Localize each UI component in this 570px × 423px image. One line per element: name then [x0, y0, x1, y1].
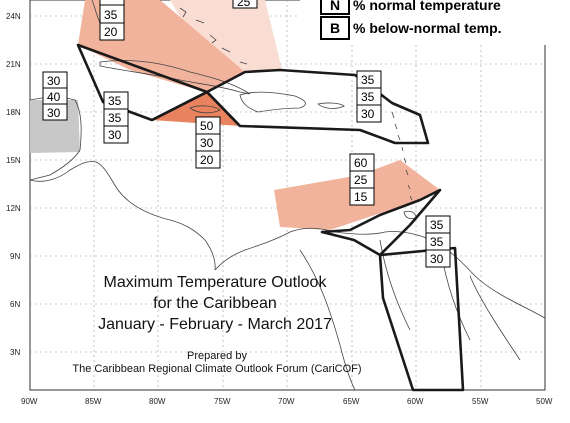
zone-box-bahamas: 35 20 — [99, 0, 125, 41]
south-america-outline — [214, 227, 546, 319]
zone-value: 35 — [361, 90, 375, 104]
zone-box-belize: 30 40 30 — [42, 71, 68, 121]
legend-text-below: % below-normal temp. — [353, 20, 502, 36]
legend-key-normal: N — [330, 0, 340, 13]
southern-caribbean-outline — [320, 188, 442, 257]
zone-value: 30 — [47, 74, 61, 88]
zone-value: 30 — [200, 136, 214, 150]
zone-value: 30 — [430, 252, 444, 266]
legend-key-box-normal — [320, 0, 350, 15]
jamaica-outline — [189, 105, 221, 114]
zone-box-antilles: 35 35 30 — [356, 70, 382, 123]
lat-label: 3N — [10, 348, 20, 357]
zone-value: 15 — [354, 190, 368, 204]
title-line-3: January - February - March 2017 — [98, 316, 332, 333]
zone-value: 30 — [108, 128, 122, 142]
map-title: Maximum Temperature Outlook for the Cari… — [72, 274, 361, 375]
lon-label: 80W — [149, 397, 166, 406]
lon-label: 50W — [536, 397, 553, 406]
zone-value: 25 — [237, 0, 251, 9]
zone-value: 35 — [108, 111, 122, 125]
zone-value: 20 — [104, 25, 118, 39]
lat-label: 15N — [6, 156, 21, 165]
zone-box-north: 25 — [232, 0, 258, 9]
lat-label: 12N — [6, 204, 21, 213]
lat-label: 6N — [10, 300, 20, 309]
inland-borders — [299, 239, 521, 391]
legend: N % normal temperature B % below-normal … — [300, 0, 550, 45]
zone-value: 60 — [354, 156, 368, 170]
zone-value: 25 — [354, 173, 368, 187]
zone-box-guianas: 35 35 30 — [425, 215, 451, 268]
zone-value: 35 — [108, 94, 122, 108]
lon-label: 85W — [85, 397, 102, 406]
zone-value: 35 — [430, 235, 444, 249]
lon-label: 65W — [343, 397, 360, 406]
longitude-labels: 90W 85W 80W 75W 70W 65W 60W 55W 50W — [21, 397, 553, 406]
zone-box-western: 35 35 30 — [103, 91, 129, 144]
lat-label: 9N — [10, 252, 20, 261]
lon-label: 60W — [407, 397, 424, 406]
zone-value: 40 — [47, 90, 61, 104]
zone-value: 50 — [200, 119, 214, 133]
antilles-outline — [205, 68, 430, 145]
zone-value: 35 — [430, 218, 444, 232]
zone-value: 35 — [361, 73, 375, 87]
forum-name-text: The Caribbean Regional Climate Outlook F… — [72, 363, 361, 375]
title-line-2: for the Caribbean — [153, 295, 277, 312]
latitude-labels: 24N 21N 18N 15N 12N 9N 6N 3N — [6, 12, 21, 357]
prepared-by-text: Prepared by — [187, 350, 247, 362]
lon-label: 75W — [214, 397, 231, 406]
zone-outlines — [76, 43, 465, 392]
cuba-outline — [99, 60, 251, 95]
zone-box-jamaica: 50 30 20 — [195, 116, 221, 169]
central-america-outline — [29, 161, 216, 271]
legend-key-below: B — [330, 20, 340, 36]
lon-label: 90W — [21, 397, 38, 406]
zone-value: 35 — [104, 8, 118, 22]
lat-label: 18N — [6, 108, 21, 117]
legend-text-normal: % normal temperature — [353, 0, 501, 13]
zone-value: 20 — [200, 153, 214, 167]
lon-label: 70W — [278, 397, 295, 406]
probability-boxes: 35 20 25 30 40 30 35 35 30 — [42, 0, 451, 268]
zone-box-southern: 60 25 15 — [349, 153, 375, 206]
bahamas-outline — [179, 7, 248, 65]
lesser-antilles-outline — [391, 111, 413, 201]
coastlines — [29, 0, 546, 391]
lon-label: 55W — [472, 397, 489, 406]
title-line-1: Maximum Temperature Outlook — [104, 274, 328, 291]
zone-value: 30 — [361, 107, 375, 121]
north-light-shade — [170, 0, 282, 72]
zone-value: 30 — [47, 106, 61, 120]
legend-key-box-below — [320, 16, 350, 40]
puerto-rico-outline — [317, 102, 345, 109]
lat-label: 24N — [6, 12, 21, 21]
lat-label: 21N — [6, 60, 21, 69]
hispaniola-outline — [239, 91, 306, 113]
